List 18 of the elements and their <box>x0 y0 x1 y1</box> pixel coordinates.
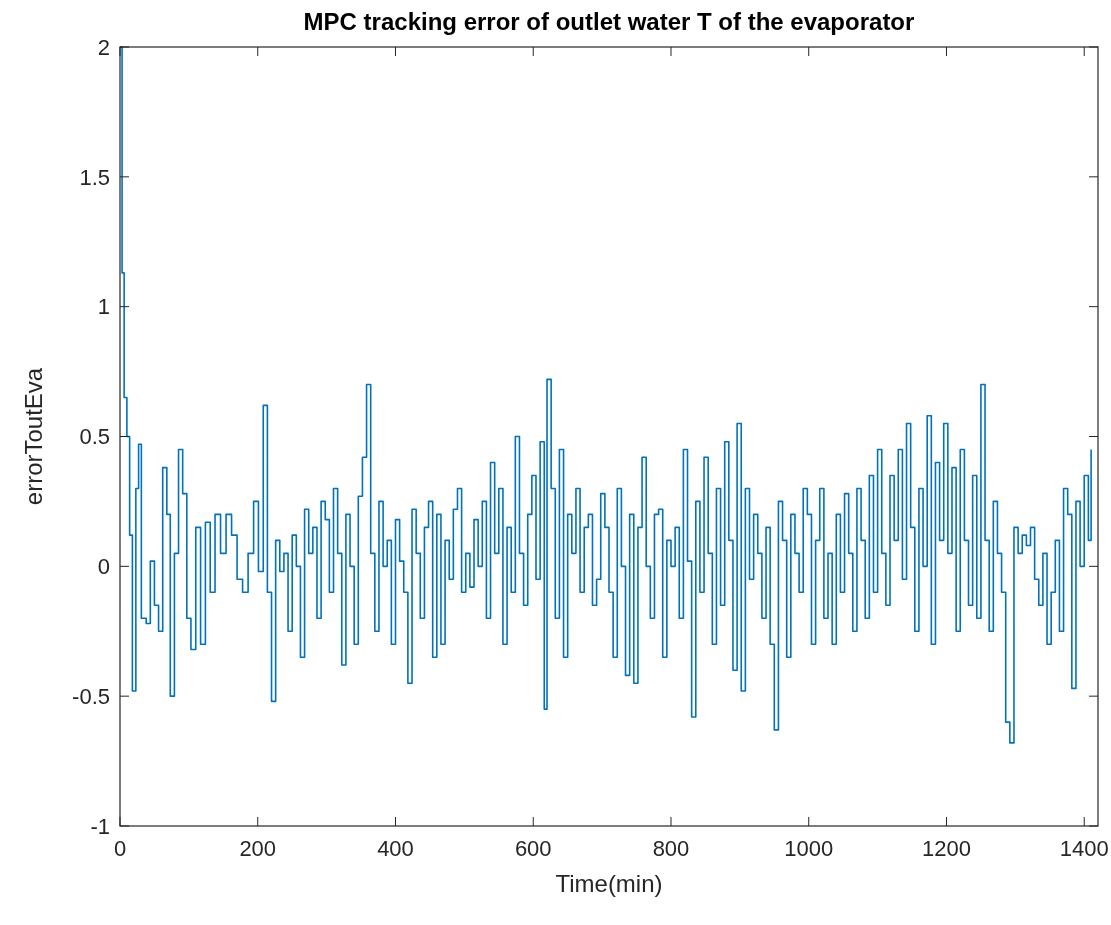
x-tick-label: 1400 <box>1059 836 1109 861</box>
y-axis-title: errorToutEva <box>20 367 47 506</box>
y-tick-label: 0.5 <box>79 424 110 450</box>
y-tick-label: 0 <box>97 554 110 580</box>
chart-title: MPC tracking error of outlet water T of the evaporator <box>303 8 915 35</box>
y-tick-label: 1.5 <box>79 164 110 190</box>
x-tick-label: 400 <box>377 836 414 861</box>
x-tick-label: 600 <box>514 836 552 861</box>
x-tick-label: 1200 <box>922 836 971 861</box>
y-tick-label: 1 <box>97 294 110 320</box>
x-tick-label: 0 <box>113 836 127 861</box>
y-tick-label: -1 <box>90 813 110 839</box>
x-axis-title: Time(min) <box>555 870 663 897</box>
y-tick-label: -0.5 <box>72 683 110 709</box>
x-tick-label: 800 <box>652 836 690 861</box>
x-tick-label: 1000 <box>784 836 834 861</box>
y-tick-label: 2 <box>97 34 110 60</box>
x-tick-label: 200 <box>239 836 277 861</box>
